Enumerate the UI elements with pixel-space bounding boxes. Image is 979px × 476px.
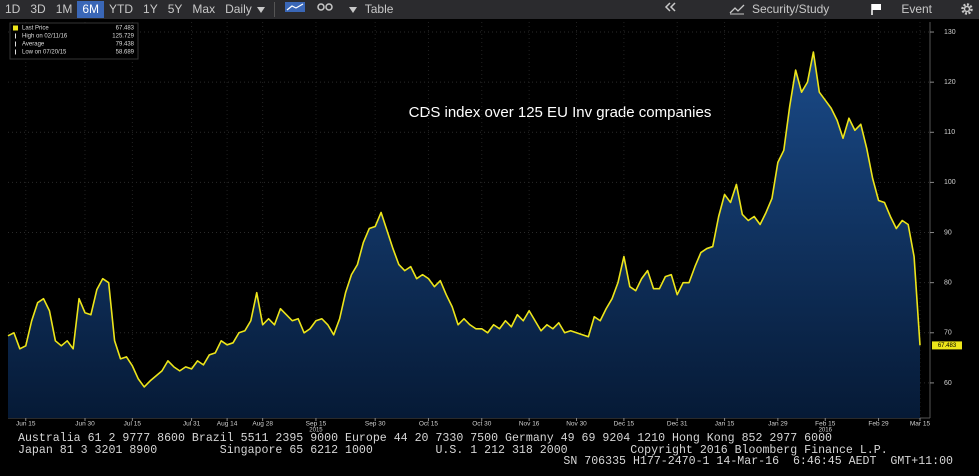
table-button[interactable]: Table [339, 1, 399, 18]
x-tick-label: Sep 15 [306, 421, 327, 428]
range-button[interactable]: 3D [30, 2, 46, 16]
event-button[interactable]: Event [864, 1, 937, 18]
legend-label: Low on 07/20/15 [22, 50, 67, 56]
range-button[interactable]: YTD [109, 2, 134, 16]
separator [273, 2, 275, 17]
footer: Australia 61 2 9777 8600 Brazil 5511 239… [0, 433, 979, 476]
legend-label: Average [22, 42, 45, 48]
x-tick-label: Dec 15 [614, 421, 635, 428]
settings-button[interactable] [955, 1, 979, 18]
x-tick-label: Oct 15 [419, 421, 439, 428]
legend-value: 79.438 [116, 42, 135, 48]
x-tick-label: Jan 29 [768, 421, 788, 428]
circles-icon [317, 3, 333, 11]
y-tick-label: 70 [944, 330, 952, 337]
line-chart-icon[interactable] [279, 1, 311, 18]
dropdown-arrow [348, 7, 357, 13]
icon-circle [325, 3, 333, 11]
last-price-tag-label: 67.483 [938, 343, 957, 349]
series-area [8, 52, 920, 418]
x-tick-label: Aug 28 [252, 421, 273, 428]
legend-label: High on 02/11/16 [22, 34, 68, 40]
line-icon [284, 2, 305, 12]
legend-swatch [13, 25, 18, 31]
y-tick-label: 80 [944, 280, 952, 287]
y-tick-label: 120 [944, 79, 956, 86]
x-tick-label: Jun 15 [16, 421, 36, 428]
range-button[interactable]: Max [192, 2, 216, 16]
y-tick-label: 90 [944, 229, 952, 236]
legend-box [9, 22, 139, 60]
chevron [664, 2, 671, 12]
y-tick-label: 60 [944, 380, 952, 387]
footer-line: Japan 81 3 3201 8900 Singapore 65 6212 1… [18, 443, 888, 457]
x-tick-label: Mar 15 [910, 421, 931, 428]
study-button[interactable]: Security/Study [723, 1, 834, 18]
legend-value: 58.689 [116, 50, 135, 56]
x-tick-label: Feb 29 [868, 421, 889, 428]
dropdown-arrow [256, 7, 265, 13]
range-button[interactable]: 1D [5, 2, 21, 16]
range-button[interactable]: 5Y [167, 2, 183, 16]
y-tick-label: 100 [944, 179, 956, 186]
last-price-tag [932, 341, 962, 350]
x-tick-label: Jul 15 [124, 421, 142, 428]
study-label: Security/Study [751, 2, 830, 16]
legend: Last Price 67.483 High on 02/11/16 125.729 A… [9, 22, 139, 60]
footer-line: Australia 61 2 9777 8600 Brazil 5511 239… [18, 432, 833, 445]
gear-hub [963, 5, 971, 13]
icon-line [729, 4, 745, 14]
legend-value: 67.483 [116, 26, 135, 32]
x-tick-label: Jul 31 [183, 421, 201, 428]
x-tick-label: Sep 30 [365, 421, 386, 428]
footer-line: SN 706335 H177-2470-1 14-Mar-16 6:46:45 … [563, 455, 953, 468]
year-label: 2015 [309, 428, 323, 432]
range-button[interactable]: 6M [77, 1, 105, 18]
event-label: Event [901, 2, 932, 16]
flag-icon [871, 4, 882, 15]
x-tick-label: Oct 30 [472, 421, 492, 428]
compare-icon[interactable] [311, 1, 339, 18]
gear-teeth [961, 3, 973, 15]
y-tick-label: 130 [944, 29, 956, 36]
study-icon [729, 4, 745, 15]
year-label: 2016 [819, 428, 833, 432]
icon-circle [317, 3, 325, 11]
chart: CDS index over 125 EU Inv grade companie… [7, 22, 962, 432]
y-tick-label: 110 [944, 129, 955, 136]
x-tick-label: Jun 30 [75, 421, 95, 428]
x-tick-label: Nov 30 [566, 421, 587, 428]
x-tick-label: Aug 14 [217, 421, 238, 428]
x-tick-label: Nov 16 [519, 421, 540, 428]
legend-label: Last Price [22, 26, 49, 32]
chevron [669, 2, 676, 12]
range-button[interactable]: 1Y [143, 2, 158, 16]
chevrons-icon [664, 2, 676, 12]
table-label: Table [364, 2, 394, 16]
icon-line [286, 3, 304, 11]
x-tick-label: Jan 15 [715, 421, 735, 428]
collapse-button[interactable] [657, 1, 683, 18]
gear-icon [961, 3, 973, 15]
range-button[interactable]: 1M [55, 2, 73, 16]
legend-value: 125.729 [112, 34, 134, 40]
interval-label: Daily [225, 2, 252, 16]
chart-annotation: CDS index over 125 EU Inv grade companie… [409, 104, 712, 121]
toolbar: 1D 3D 1M 6M YTD 1Y 5Y Max Daily Table Security/Stu… [0, 0, 979, 19]
flag [872, 4, 882, 10]
interval-dropdown[interactable]: Daily [220, 1, 270, 18]
series-line [7, 51, 921, 388]
x-tick-label: Dec 31 [667, 421, 688, 428]
x-tick-label: Feb 15 [815, 421, 836, 428]
